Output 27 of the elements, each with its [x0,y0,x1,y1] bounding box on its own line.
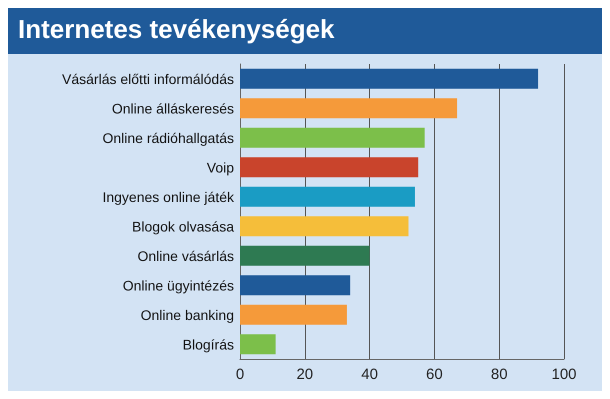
bar [240,68,538,89]
y-tick-label: Vásárlás előtti informálódás [62,70,234,87]
y-tick-label: Voip [206,159,234,176]
bar [240,275,350,296]
chart-title: Internetes tevékenységek [8,8,602,54]
y-tick-label: Blogok olvasása [132,218,234,234]
x-tick-label: 40 [361,366,378,383]
x-tick-label: 0 [236,366,244,383]
y-tick-label: Ingyenes online játék [102,188,235,205]
bar [240,304,347,325]
y-tick-label: Online ügyintézés [122,277,234,294]
y-tick-label: Online vásárlás [138,248,234,264]
bar [240,246,370,266]
y-tick-label: Online banking [140,306,234,323]
y-tick-label: Blogírás [182,336,234,352]
y-tick-label: Online álláskeresés [112,100,234,116]
bar [240,334,276,354]
bar [240,157,418,178]
bar [240,98,458,118]
bar [240,216,408,236]
y-tick-label: Online rádióhallgatás [102,130,234,146]
x-tick-label: 20 [296,366,314,383]
bar [240,128,425,148]
x-tick-label: 100 [551,366,577,383]
x-tick-label: 80 [490,366,508,383]
x-tick-label: 60 [426,366,443,383]
bar [240,186,415,207]
